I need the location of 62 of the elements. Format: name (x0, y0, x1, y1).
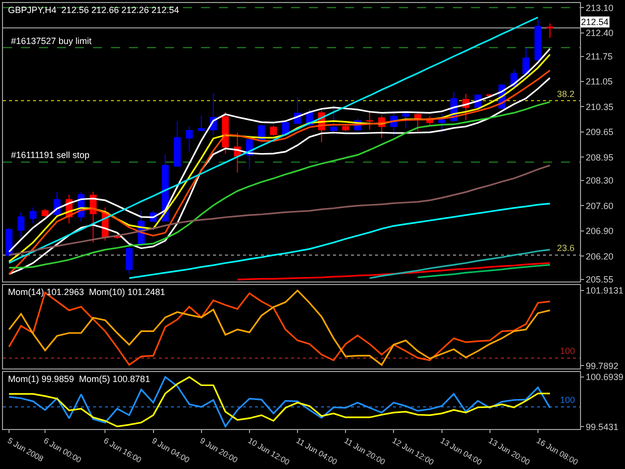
candlestick (30, 207, 36, 224)
ref-line-label: 212.54 (581, 17, 609, 27)
y-tick-label: 209.65 (586, 127, 614, 138)
y-tick-label: 208.30 (586, 176, 614, 186)
ref-line-label: #16111191 sell stop (11, 150, 90, 160)
candlestick (18, 212, 24, 238)
ref-line-label: #16137527 buy limit (11, 36, 92, 46)
candlestick (42, 208, 49, 218)
candlestick (186, 126, 193, 152)
line-series (416, 264, 551, 278)
annotation: 23.6 (557, 243, 575, 253)
y-tick-label: 205.55 (586, 274, 614, 285)
candlestick (174, 120, 181, 167)
y-tick-label: 99.5431 (586, 422, 618, 432)
y-tick-label: 211.75 (586, 51, 613, 62)
candlestick (198, 114, 205, 131)
candlestick (270, 125, 277, 136)
candlestick (6, 228, 12, 258)
y-tick-label: 212.40 (586, 28, 614, 38)
candlestick (330, 105, 338, 132)
x-tick-label: 11 Jun 04:00 (294, 436, 340, 467)
line-series (8, 376, 551, 428)
line-series (8, 101, 551, 268)
candlestick (414, 112, 422, 132)
x-tick-label: 13 Jun 20:00 (486, 436, 532, 468)
y-tick-label: 206.20 (586, 251, 614, 262)
chart-title: GBPJPY,H4 212.56 212.66 212.26 212.54 (8, 5, 179, 15)
y-tick-label: 100.6939 (586, 372, 624, 382)
x-tick-label: 6 Jun 16:00 (102, 436, 144, 466)
line-series (128, 202, 551, 279)
line-series (8, 16, 539, 264)
x-tick-label: 9 Jun 04:00 (150, 436, 192, 466)
line-series (8, 164, 551, 256)
x-tick-label: 13 Jun 04:00 (438, 436, 484, 468)
x-tick-label: 16 Jun 08:00 (534, 436, 580, 468)
x-tick-label: 10 Jun 12:00 (246, 436, 292, 468)
annotation: 38.2 (557, 89, 575, 99)
x-tick-label: 9 Jun 20:00 (198, 436, 240, 466)
chart-title: Mom(1) 99.9859 Mom(5) 100.8781 (8, 374, 150, 384)
candlestick (546, 23, 554, 38)
y-tick-label: 213.10 (586, 2, 614, 13)
y-tick-label: 207.60 (586, 200, 614, 211)
chart-title: Mom(14) 101.2963 Mom(10) 101.2481 (8, 287, 166, 297)
candlestick (222, 112, 229, 154)
candlestick (342, 124, 350, 132)
line-series (368, 248, 551, 279)
y-tick-label: 206.90 (586, 226, 614, 236)
y-tick-label: 99.7892 (586, 360, 618, 371)
candlestick (366, 110, 374, 130)
y-tick-label: 211.05 (586, 76, 613, 87)
y-tick-label: 101.9131 (586, 286, 624, 296)
y-tick-label: 208.95 (586, 152, 614, 162)
candlestick (402, 112, 410, 128)
candlestick (522, 48, 530, 74)
candlestick (126, 246, 133, 275)
candlestick (534, 19, 542, 60)
ref-line-label: 100 (560, 395, 576, 405)
ref-line-label: 100 (560, 346, 576, 356)
line-series (236, 262, 551, 280)
y-tick-label: 210.35 (586, 102, 614, 112)
candlestick (438, 113, 446, 134)
x-tick-label: 12 Jun 12:00 (390, 436, 436, 468)
